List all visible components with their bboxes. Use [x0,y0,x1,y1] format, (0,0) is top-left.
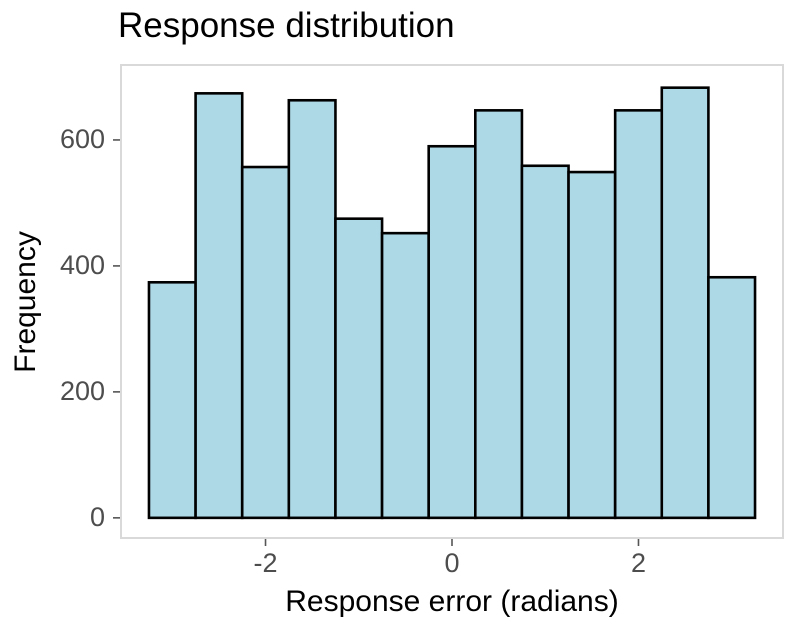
histogram-bar [427,144,477,520]
histogram-bar [194,92,244,520]
histogram-bar [613,109,664,520]
x-tick-label: -2 [253,548,278,578]
histogram-bar [474,109,524,520]
x-axis-title: Response error (radians) [285,585,619,618]
histogram-bar [334,217,384,520]
chart-title: Response distribution [118,6,455,45]
histogram-bar [287,98,337,520]
histogram-bar [660,86,710,520]
histogram-bar [380,231,430,520]
y-tick-label: 600 [59,124,105,155]
x-tick-label: 0 [444,548,460,578]
histogram-bar [240,165,291,520]
y-tick-label: 0 [89,502,105,533]
histogram-bar [520,164,570,520]
y-tick-label: 200 [59,376,105,407]
histogram-bar [147,280,197,520]
histogram-bar [707,275,757,520]
histogram-bar [567,170,617,520]
panel-border [120,64,784,539]
y-tick-label: 400 [59,250,105,281]
x-tick-label: 2 [630,548,646,578]
